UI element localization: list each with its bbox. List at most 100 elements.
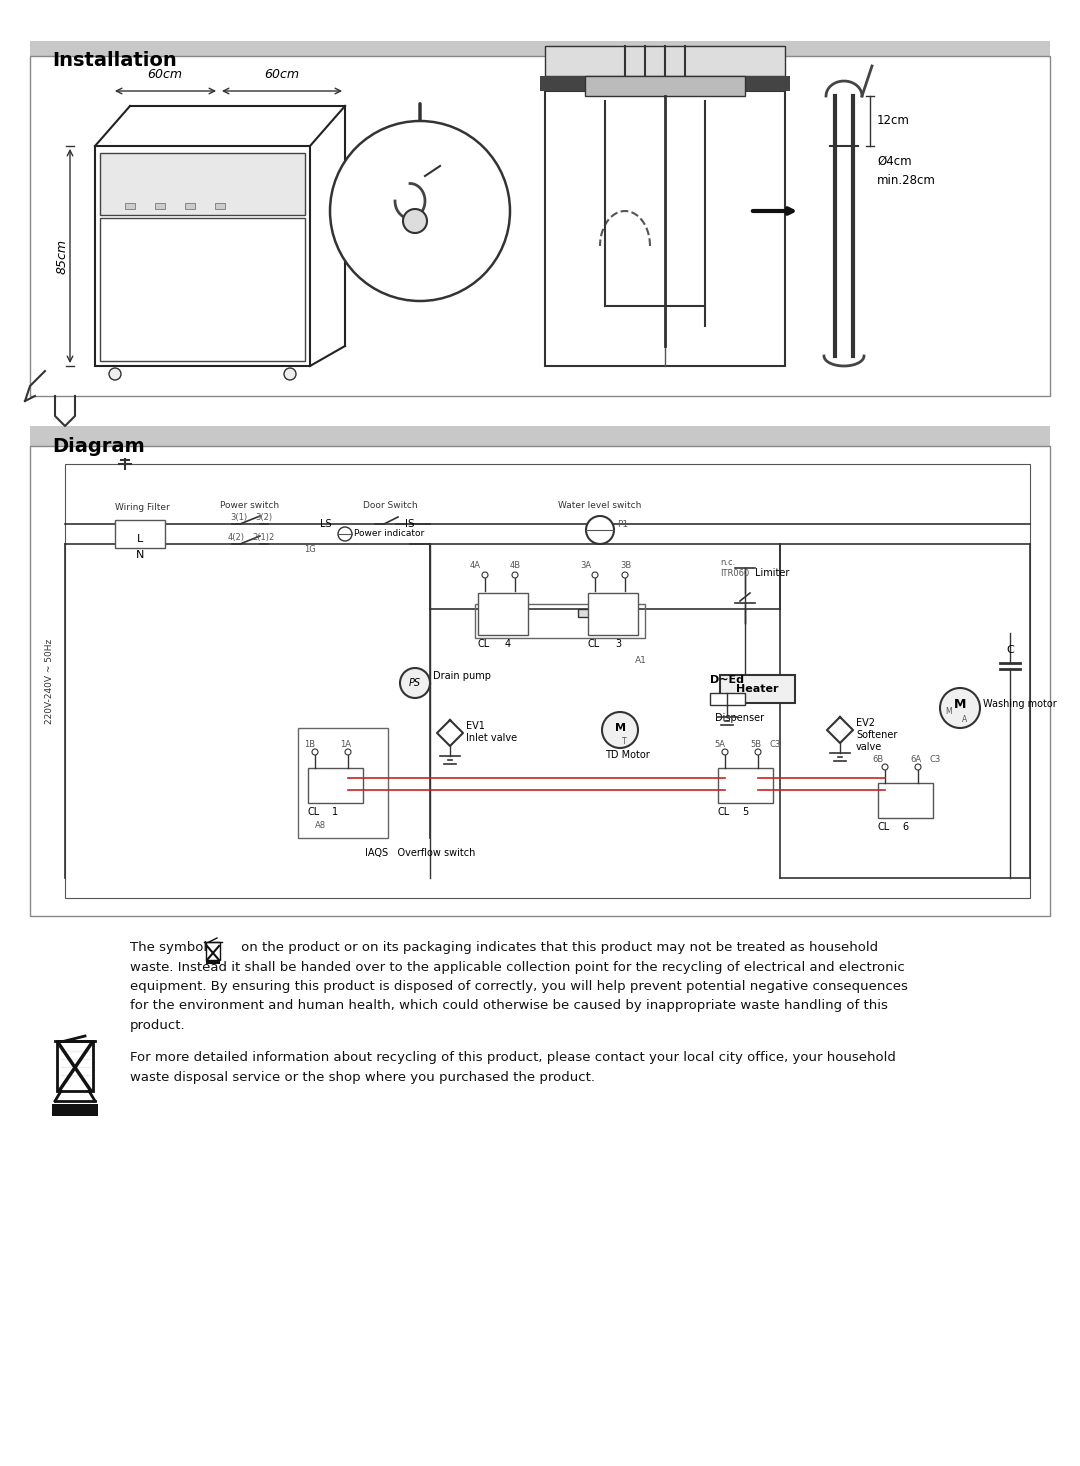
Bar bbox=[30, 56, 1050, 396]
Text: 5A: 5A bbox=[714, 740, 725, 749]
Text: 3A: 3A bbox=[580, 561, 591, 570]
Text: Drain pump: Drain pump bbox=[433, 671, 491, 682]
Text: Installation: Installation bbox=[52, 51, 177, 70]
Text: valve: valve bbox=[856, 742, 882, 752]
Text: CL: CL bbox=[718, 806, 730, 817]
Bar bbox=[710, 693, 745, 705]
Text: Dispenser: Dispenser bbox=[715, 712, 765, 723]
Bar bbox=[30, 41, 1050, 81]
Text: 5: 5 bbox=[742, 806, 748, 817]
Bar bbox=[125, 202, 135, 210]
Text: L: L bbox=[137, 534, 144, 544]
Text: IAQS   Overflow switch: IAQS Overflow switch bbox=[365, 847, 475, 858]
Text: 1G: 1G bbox=[305, 545, 315, 554]
Bar bbox=[475, 604, 645, 638]
Text: Washing motor: Washing motor bbox=[983, 699, 1056, 710]
Circle shape bbox=[622, 572, 627, 578]
Circle shape bbox=[586, 516, 615, 544]
Text: Limiter: Limiter bbox=[755, 567, 789, 578]
Bar bbox=[95, 147, 310, 366]
Bar bbox=[478, 594, 528, 635]
Bar bbox=[65, 465, 1030, 899]
Bar bbox=[100, 218, 305, 361]
Circle shape bbox=[312, 749, 318, 755]
Text: 5B: 5B bbox=[750, 740, 761, 749]
Text: 4B: 4B bbox=[510, 561, 522, 570]
Text: 1B: 1B bbox=[303, 740, 315, 749]
Bar bbox=[52, 1104, 98, 1116]
Text: N: N bbox=[136, 550, 145, 560]
Text: 4A: 4A bbox=[470, 561, 481, 570]
Bar bbox=[578, 608, 602, 617]
Text: Door Switch: Door Switch bbox=[363, 501, 417, 510]
Bar bbox=[588, 594, 638, 635]
Text: 1A: 1A bbox=[340, 740, 351, 749]
Text: PS: PS bbox=[409, 677, 421, 688]
Text: 1: 1 bbox=[332, 806, 338, 817]
Bar bbox=[206, 943, 220, 960]
Text: Wiring Filter: Wiring Filter bbox=[114, 503, 170, 512]
Bar bbox=[30, 427, 1050, 466]
Bar bbox=[718, 768, 773, 803]
Bar bbox=[585, 76, 745, 95]
Circle shape bbox=[723, 749, 728, 755]
Text: CL: CL bbox=[878, 822, 890, 833]
Text: P1: P1 bbox=[617, 520, 629, 529]
Circle shape bbox=[338, 526, 352, 541]
Text: A1: A1 bbox=[635, 655, 647, 666]
Text: 6B: 6B bbox=[872, 755, 883, 764]
Bar bbox=[30, 446, 1050, 916]
Text: 6A: 6A bbox=[910, 755, 921, 764]
Text: n.c.
ITR060: n.c. ITR060 bbox=[720, 559, 750, 578]
Text: 3(1): 3(1) bbox=[230, 513, 247, 522]
Text: A: A bbox=[962, 715, 968, 724]
Text: Diagram: Diagram bbox=[52, 437, 145, 456]
Text: M: M bbox=[615, 723, 625, 733]
Text: C3: C3 bbox=[770, 740, 781, 749]
Text: D~Ed: D~Ed bbox=[710, 674, 744, 685]
Text: 60cm: 60cm bbox=[265, 67, 299, 81]
Text: 4(2): 4(2) bbox=[228, 534, 245, 542]
Bar bbox=[57, 1041, 93, 1091]
Text: For more detailed information about recycling of this product, please contact yo: For more detailed information about recy… bbox=[130, 1051, 896, 1083]
Circle shape bbox=[882, 764, 888, 770]
Circle shape bbox=[602, 712, 638, 748]
Circle shape bbox=[915, 764, 921, 770]
Text: M: M bbox=[945, 708, 951, 717]
Bar bbox=[878, 783, 933, 818]
Text: Softener: Softener bbox=[856, 730, 897, 740]
Text: Heater: Heater bbox=[735, 685, 779, 693]
Text: 4: 4 bbox=[505, 639, 511, 649]
Text: 6: 6 bbox=[902, 822, 908, 833]
Bar bbox=[185, 202, 195, 210]
Text: Inlet valve: Inlet valve bbox=[465, 733, 517, 743]
Bar bbox=[100, 152, 305, 216]
Text: C3: C3 bbox=[930, 755, 942, 764]
Circle shape bbox=[345, 749, 351, 755]
Bar bbox=[114, 520, 165, 548]
Circle shape bbox=[109, 368, 121, 380]
Bar bbox=[720, 674, 795, 704]
Text: Ø4cm: Ø4cm bbox=[877, 154, 912, 167]
Text: LS: LS bbox=[320, 519, 332, 529]
Bar bbox=[156, 202, 165, 210]
Text: C: C bbox=[1007, 645, 1014, 655]
Circle shape bbox=[512, 572, 518, 578]
Text: CL: CL bbox=[308, 806, 321, 817]
Circle shape bbox=[482, 572, 488, 578]
Text: 3: 3 bbox=[615, 639, 621, 649]
Circle shape bbox=[592, 572, 598, 578]
Text: 3B: 3B bbox=[620, 561, 631, 570]
Text: EV2: EV2 bbox=[856, 718, 875, 729]
Circle shape bbox=[284, 368, 296, 380]
Text: 85cm: 85cm bbox=[55, 239, 68, 274]
Text: 60cm: 60cm bbox=[148, 67, 183, 81]
Text: 220V-240V ~ 50Hz: 220V-240V ~ 50Hz bbox=[45, 638, 54, 724]
Text: TD Motor: TD Motor bbox=[605, 751, 650, 759]
Circle shape bbox=[403, 210, 427, 233]
Text: A8: A8 bbox=[315, 821, 326, 830]
Text: Power switch: Power switch bbox=[220, 501, 280, 510]
Text: min.28cm: min.28cm bbox=[877, 174, 936, 188]
Bar bbox=[206, 960, 220, 965]
Text: The symbol        on the product or on its packaging indicates that this product: The symbol on the product or on its pack… bbox=[130, 941, 908, 1032]
